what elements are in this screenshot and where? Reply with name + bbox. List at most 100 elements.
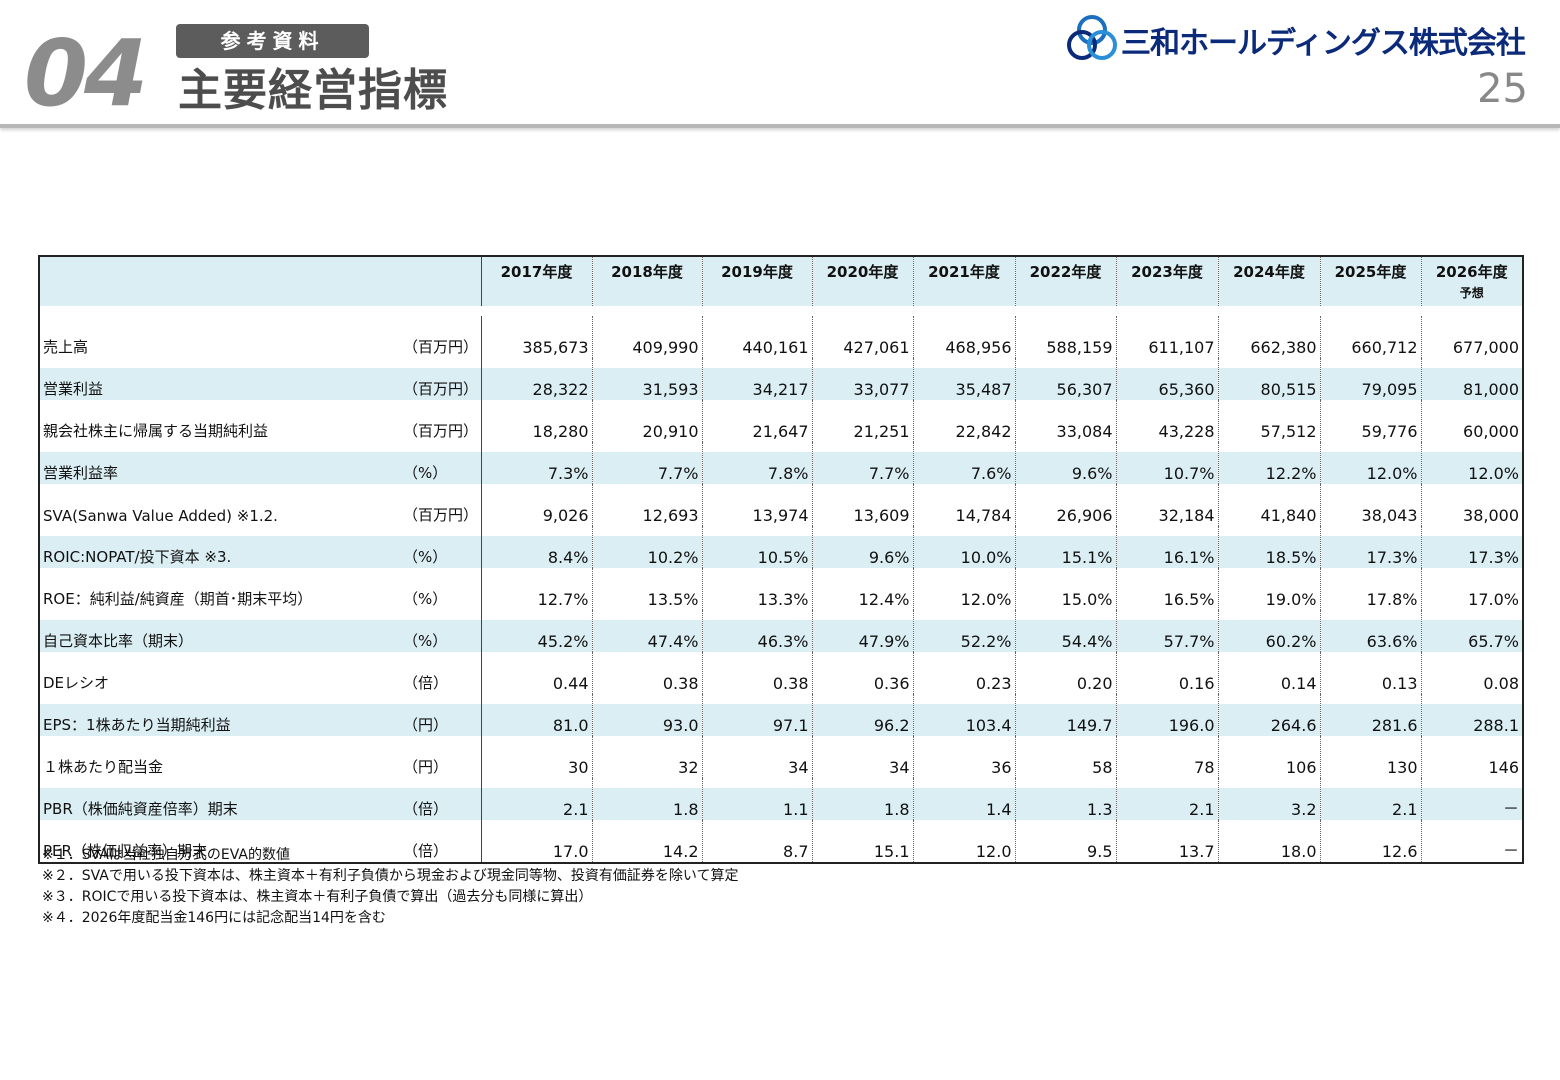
year-label: 2021年度 bbox=[928, 263, 1000, 281]
year-header: 2024年度 bbox=[1217, 256, 1320, 306]
metric-value: 81,000 bbox=[1420, 358, 1523, 400]
metric-value: 611,107 bbox=[1115, 316, 1218, 358]
metric-value: 385,673 bbox=[480, 316, 592, 358]
header-label-cell bbox=[39, 256, 401, 306]
metric-label: PBR（株価純資産倍率）期末 bbox=[39, 778, 401, 820]
metric-value: 12.7% bbox=[480, 568, 592, 610]
metric-value: 8.4% bbox=[480, 526, 592, 568]
metric-value: 0.36 bbox=[811, 652, 913, 694]
metric-value: 33,077 bbox=[811, 358, 913, 400]
year-header: 2021年度 bbox=[912, 256, 1015, 306]
metric-value: 7.3% bbox=[480, 442, 592, 484]
metric-value: 12.6 bbox=[1319, 820, 1421, 863]
metric-value: 14.2 bbox=[591, 820, 702, 863]
metric-value: 34 bbox=[811, 736, 913, 778]
metric-value: 33,084 bbox=[1014, 400, 1116, 442]
metric-unit: （%） bbox=[401, 568, 481, 610]
metric-value: 7.8% bbox=[701, 442, 812, 484]
metric-value: 10.0% bbox=[912, 526, 1015, 568]
metric-value: 0.13 bbox=[1319, 652, 1421, 694]
metric-value: 54.4% bbox=[1014, 610, 1116, 652]
metric-value: 97.1 bbox=[701, 694, 812, 736]
metric-value: 60.2% bbox=[1217, 610, 1320, 652]
metric-label: 親会社株主に帰属する当期純利益 bbox=[39, 400, 401, 442]
year-header: 2017年度 bbox=[480, 256, 592, 306]
metric-value: 17.0% bbox=[1420, 568, 1523, 610]
year-sublabel: 予想 bbox=[1459, 286, 1484, 300]
metric-value: 22,842 bbox=[912, 400, 1015, 442]
metric-value: 12,693 bbox=[591, 484, 702, 526]
metric-label: DEレシオ bbox=[39, 652, 401, 694]
metric-value: 8.7 bbox=[701, 820, 812, 863]
metric-value: 28,322 bbox=[480, 358, 592, 400]
metric-value: 13,974 bbox=[701, 484, 812, 526]
table-row: 自己資本比率（期末） （%） 45.2% 47.4% 46.3% 47.9% 52.2% 54… bbox=[39, 610, 1523, 652]
metric-value: 468,956 bbox=[912, 316, 1015, 358]
metric-value: 0.23 bbox=[912, 652, 1015, 694]
metric-value: 63.6% bbox=[1319, 610, 1421, 652]
table-row: 営業利益 （百万円） 28,322 31,593 34,217 33,077 35,487 5… bbox=[39, 358, 1523, 400]
metric-unit: （百万円） bbox=[401, 400, 481, 442]
year-label: 2017年度 bbox=[500, 263, 573, 281]
metric-label: １株あたり配当金 bbox=[39, 736, 401, 778]
metric-unit: （倍） bbox=[401, 820, 481, 863]
metric-value: 2.1 bbox=[480, 778, 592, 820]
metric-value: 7.7% bbox=[591, 442, 702, 484]
metric-unit: （百万円） bbox=[401, 316, 481, 358]
metric-value: 18.0 bbox=[1217, 820, 1320, 863]
metric-value: 14,784 bbox=[912, 484, 1015, 526]
metric-value: 32,184 bbox=[1115, 484, 1218, 526]
metric-value: 1.1 bbox=[701, 778, 812, 820]
metric-value: 9,026 bbox=[480, 484, 592, 526]
year-header: 2026年度予想 bbox=[1420, 256, 1523, 306]
header-unit-cell bbox=[401, 256, 481, 306]
metric-value: 0.38 bbox=[591, 652, 702, 694]
metric-value: 0.44 bbox=[480, 652, 592, 694]
year-header: 2020年度 bbox=[811, 256, 913, 306]
year-label: 2023年度 bbox=[1131, 263, 1203, 281]
year-label: 2026年度 bbox=[1435, 263, 1508, 281]
metric-value: 1.8 bbox=[591, 778, 702, 820]
metric-value: － bbox=[1420, 820, 1523, 863]
metric-value: 19.0% bbox=[1217, 568, 1320, 610]
metric-value: 10.2% bbox=[591, 526, 702, 568]
metric-value: 0.08 bbox=[1420, 652, 1523, 694]
metric-label: 自己資本比率（期末） bbox=[39, 610, 401, 652]
metric-value: 12.0 bbox=[912, 820, 1015, 863]
metric-value: 288.1 bbox=[1420, 694, 1523, 736]
metric-value: 17.8% bbox=[1319, 568, 1421, 610]
page-title: 主要経営指標 bbox=[178, 65, 448, 116]
year-header: 2018年度 bbox=[591, 256, 702, 306]
metric-value: 149.7 bbox=[1014, 694, 1116, 736]
section-badge: 参考資料 bbox=[176, 24, 369, 58]
metric-value: 12.0% bbox=[1319, 442, 1421, 484]
company-logo-icon bbox=[1067, 15, 1117, 60]
metric-value: 65,360 bbox=[1115, 358, 1218, 400]
footnote: ※２．SVAで用いる投下資本は、株主資本＋有利子負債から現金および現金同等物、投… bbox=[42, 868, 739, 884]
metric-value: 440,161 bbox=[701, 316, 812, 358]
metric-value: 45.2% bbox=[480, 610, 592, 652]
metric-label: 売上高 bbox=[39, 316, 401, 358]
metric-value: 264.6 bbox=[1217, 694, 1320, 736]
table-spacer bbox=[39, 306, 1523, 316]
metric-value: 9.6% bbox=[1014, 442, 1116, 484]
metric-value: 2.1 bbox=[1115, 778, 1218, 820]
metric-value: 35,487 bbox=[912, 358, 1015, 400]
metric-label: SVA(Sanwa Value Added) ※1.2. bbox=[39, 484, 401, 526]
metric-value: 103.4 bbox=[912, 694, 1015, 736]
metric-value: 13.3% bbox=[701, 568, 812, 610]
metric-value: 43,228 bbox=[1115, 400, 1218, 442]
year-label: 2022年度 bbox=[1029, 263, 1102, 281]
metric-value: 52.2% bbox=[912, 610, 1015, 652]
metric-value: 31,593 bbox=[591, 358, 702, 400]
metric-value: 30 bbox=[480, 736, 592, 778]
metric-value: 59,776 bbox=[1319, 400, 1421, 442]
metric-value: 0.38 bbox=[701, 652, 812, 694]
company-logo: 三和ホールディングス株式会社 bbox=[1066, 13, 1536, 63]
year-header: 2022年度 bbox=[1014, 256, 1116, 306]
table-row: SVA(Sanwa Value Added) ※1.2. （百万円） 9,026 12… bbox=[39, 484, 1523, 526]
table-row: ROE：純利益/純資産（期首･期末平均） （%） 12.7% 13.5% 13.3% 12… bbox=[39, 568, 1523, 610]
metric-value: 9.5 bbox=[1014, 820, 1116, 863]
metric-value: 96.2 bbox=[811, 694, 913, 736]
metric-value: 15.1% bbox=[1014, 526, 1116, 568]
